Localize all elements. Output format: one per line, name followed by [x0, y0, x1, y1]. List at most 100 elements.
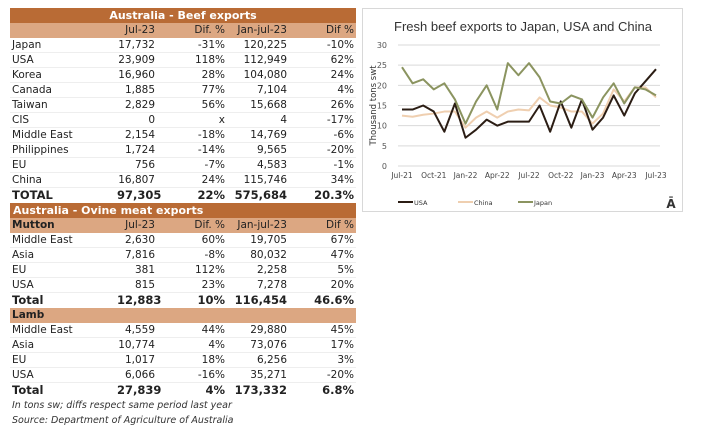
cell: 80,032 — [250, 249, 287, 261]
cell: 7,278 — [256, 279, 287, 291]
cell: 3% — [337, 354, 354, 366]
beef-header-row: Jul-23 Dif. % Jan-jul-23 Dif % — [10, 23, 356, 38]
cell: 67% — [330, 234, 354, 246]
series-line-usa — [402, 68, 657, 139]
cell: 20% — [330, 279, 354, 291]
cell: USA — [12, 279, 34, 291]
cell: 1,017 — [124, 354, 155, 366]
cell: 4 — [280, 114, 287, 126]
cell: 112% — [194, 264, 225, 276]
cell: 45% — [330, 324, 354, 336]
beef-exports-chart: Fresh beef exports to Japan, USA and Chi… — [362, 8, 683, 212]
cell: -6% — [333, 129, 354, 141]
cell: 60% — [201, 234, 225, 246]
cell: 173,332 — [234, 383, 287, 397]
table-row: Middle East 2,630 60% 19,705 67% — [10, 233, 356, 248]
cell: Taiwan — [12, 99, 48, 111]
x-tick-label: Jul-21 — [390, 171, 413, 180]
y-tick-label: 30 — [377, 41, 387, 50]
cell: Canada — [12, 84, 52, 96]
table-row: Korea 16,960 28% 104,080 24% — [10, 68, 356, 83]
cell: Korea — [12, 69, 42, 81]
cell: 22% — [197, 188, 225, 202]
cell: 7,816 — [124, 249, 155, 261]
cell: 24% — [330, 69, 354, 81]
cell: -18% — [197, 129, 225, 141]
cell: Mutton — [12, 219, 55, 231]
cell: 28% — [201, 69, 225, 81]
cell: 120,225 — [243, 39, 287, 51]
cell: 16,807 — [118, 174, 155, 186]
table-row: EU 381 112% 2,258 5% — [10, 263, 356, 278]
cell: Lamb — [12, 309, 45, 321]
cell: 575,684 — [234, 188, 287, 202]
cell: 9,565 — [256, 144, 287, 156]
cell: 62% — [330, 54, 354, 66]
x-tick-label: Jan-22 — [453, 171, 478, 180]
table-row: Taiwan 2,829 56% 15,668 26% — [10, 98, 356, 113]
cell: CIS — [12, 114, 30, 126]
cell: China — [12, 174, 42, 186]
cell: 29,880 — [250, 324, 287, 336]
cell: Total — [12, 383, 44, 397]
table-row: China 16,807 24% 115,746 34% — [10, 173, 356, 188]
cell: Jul-23 — [125, 219, 155, 231]
cell: -14% — [197, 144, 225, 156]
cell: 56% — [201, 99, 225, 111]
table-row: Philippines 1,724 -14% 9,565 -20% — [10, 143, 356, 158]
cell — [10, 23, 117, 38]
footnote: Source: Department of Agriculture of Aus… — [12, 415, 234, 426]
cell: 24% — [201, 174, 225, 186]
cell: 16,960 — [118, 69, 155, 81]
cell: 2,829 — [124, 99, 155, 111]
cell: -31% — [197, 39, 225, 51]
chart-svg: Fresh beef exports to Japan, USA and Chi… — [369, 19, 676, 211]
beef-total-row: TOTAL 97,305 22% 575,684 20.3% — [10, 188, 356, 203]
cell: 23,909 — [118, 54, 155, 66]
cell: USA — [12, 369, 34, 381]
cell: 6,066 — [124, 369, 155, 381]
cell: 6,256 — [256, 354, 287, 366]
y-tick-label: 20 — [377, 81, 387, 90]
cell: -20% — [326, 369, 354, 381]
x-tick-label: Oct-21 — [421, 171, 446, 180]
cell: -7% — [204, 159, 225, 171]
cell: -17% — [326, 114, 354, 126]
cell: Dif % — [325, 219, 354, 231]
y-tick-label: 25 — [377, 61, 387, 70]
cell: Middle East — [12, 129, 73, 141]
table-row: CIS 0 x 4 -17% — [10, 113, 356, 128]
cell: Dif. % — [194, 24, 225, 36]
cell: 4% — [208, 339, 225, 351]
table-row: Middle East 2,154 -18% 14,769 -6% — [10, 128, 356, 143]
cell: 77% — [201, 84, 225, 96]
table-row: EU 756 -7% 4,583 -1% — [10, 158, 356, 173]
cell: Dif. % — [194, 219, 225, 231]
cell: 18% — [201, 354, 225, 366]
cell: TOTAL — [12, 188, 53, 202]
cell: Middle East — [12, 234, 73, 246]
cell: Dif % — [325, 24, 354, 36]
mutton-total-row: Total 12,883 10% 116,454 46.6% — [10, 293, 356, 308]
cell: 2,258 — [256, 264, 287, 276]
cell: Japan — [12, 39, 42, 51]
cell — [117, 308, 155, 323]
cell: 10% — [197, 293, 225, 307]
cell: 17,732 — [118, 39, 155, 51]
cell: -16% — [197, 369, 225, 381]
cell: x — [218, 114, 225, 126]
cell: 12,883 — [117, 293, 162, 307]
table-row: Middle East 4,559 44% 29,880 45% — [10, 323, 356, 338]
cell: 115,746 — [243, 174, 287, 186]
cell: EU — [12, 159, 27, 171]
y-tick-label: 0 — [382, 162, 387, 171]
cell: Jul-23 — [125, 24, 155, 36]
chart-title: Fresh beef exports to Japan, USA and Chi… — [394, 19, 653, 34]
x-tick-label: Oct-22 — [548, 171, 573, 180]
cell — [155, 308, 225, 323]
cell: -20% — [326, 144, 354, 156]
series-line-japan — [401, 62, 657, 125]
cell: Asia — [12, 339, 35, 351]
cell: 19,705 — [250, 234, 287, 246]
exports-table: Australia - Beef exports Jul-23 Dif. % Jan-… — [10, 8, 356, 428]
